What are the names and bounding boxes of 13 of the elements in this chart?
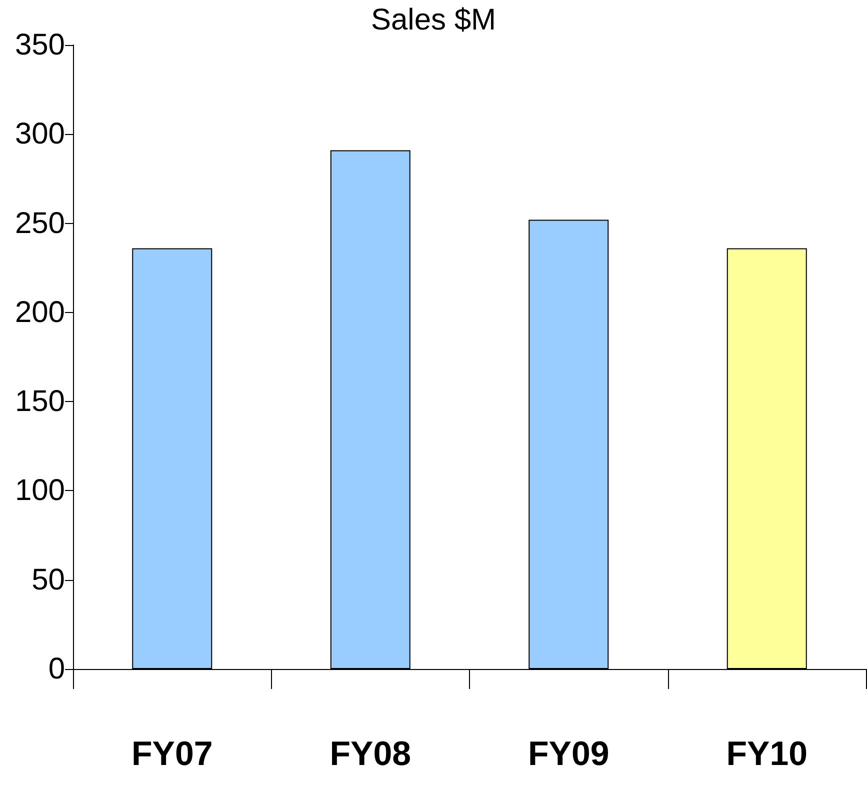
y-tick-label: 150	[14, 385, 65, 418]
y-tick-label: 250	[14, 206, 65, 240]
x-tick-label: FY07	[131, 735, 213, 773]
y-tick-label: 0	[48, 652, 65, 686]
y-tick-label: 100	[14, 474, 65, 508]
y-tick-label: 300	[14, 118, 65, 151]
y-tick-label: 200	[14, 296, 65, 329]
x-tick-label: FY10	[726, 735, 808, 773]
x-tick-label: FY09	[528, 735, 610, 773]
chart-title: Sales $M	[370, 4, 496, 36]
y-tick-label: 350	[14, 28, 65, 62]
x-tick-label: FY08	[330, 735, 412, 773]
y-tick-label: 50	[32, 563, 65, 596]
